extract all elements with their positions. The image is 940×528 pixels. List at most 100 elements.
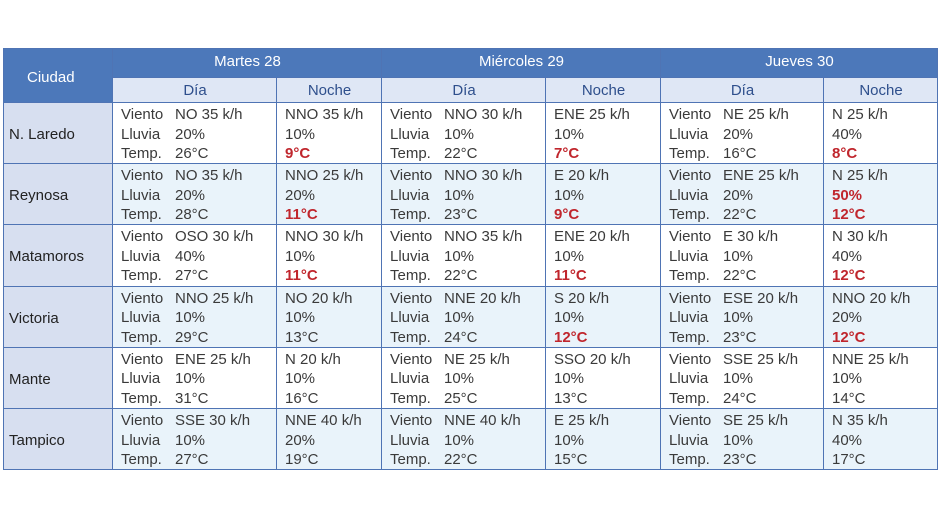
- sub-label: Día: [452, 82, 476, 99]
- field-value: 10%: [285, 370, 316, 388]
- field-value: 10%: [444, 431, 475, 449]
- field-value: OSO 30 k/h: [175, 228, 254, 246]
- day-header: [661, 48, 938, 78]
- forecast-cell: [546, 347, 661, 409]
- forecast-cell: [277, 286, 382, 348]
- field-label: Temp.: [390, 389, 431, 407]
- field-label: Viento: [669, 106, 712, 123]
- field-value: 10%: [723, 431, 754, 449]
- forecast-cell: [277, 225, 382, 287]
- forecast-cell: [382, 164, 546, 226]
- field-value: 31°C: [175, 389, 209, 407]
- field-label: Lluvia: [121, 431, 161, 449]
- field-value: SSE 30 k/h: [175, 412, 251, 429]
- field-value: 16°C: [723, 145, 757, 162]
- field-value: 10%: [285, 125, 316, 143]
- field-value: 22°C: [444, 451, 478, 468]
- forecast-cell: [824, 164, 938, 226]
- field-value: 20%: [175, 186, 206, 204]
- field-value: 9°C: [285, 145, 311, 162]
- forecast-cell: [277, 347, 382, 409]
- field-label: Lluvia: [669, 309, 709, 327]
- field-value: 13°C: [285, 328, 319, 346]
- field-value: 15°C: [554, 451, 588, 468]
- field-label: Temp.: [669, 145, 710, 162]
- field-value: 10%: [723, 370, 754, 388]
- field-value: 10%: [554, 186, 585, 204]
- field-value: ESE 20 k/h: [723, 289, 799, 307]
- field-value: NNE 40 k/h: [285, 412, 362, 429]
- sub-label: Día: [183, 82, 207, 99]
- field-label: Viento: [121, 228, 164, 246]
- field-value: ENE 20 k/h: [554, 228, 630, 246]
- sub-header: [546, 78, 661, 103]
- field-value: NO 20 k/h: [285, 289, 353, 307]
- forecast-cell: [546, 164, 661, 226]
- field-label: Viento: [669, 350, 712, 368]
- field-value: E 25 k/h: [554, 412, 610, 429]
- forecast-cell: [382, 103, 546, 165]
- field-value: 40%: [832, 431, 863, 449]
- field-value: ENE 25 k/h: [175, 350, 251, 368]
- forecast-cell: [824, 286, 938, 348]
- field-label: Temp.: [669, 267, 710, 285]
- field-label: Lluvia: [121, 125, 161, 143]
- field-value: 20%: [175, 125, 206, 143]
- forecast-cell: [113, 225, 277, 287]
- field-value: N 25 k/h: [832, 167, 888, 185]
- field-value: NNO 30 k/h: [285, 228, 364, 246]
- field-value: 20%: [285, 431, 316, 449]
- field-value: 27°C: [175, 451, 209, 468]
- city-cell: [3, 347, 113, 409]
- forecast-cell: [382, 286, 546, 348]
- field-value: 20%: [723, 125, 754, 143]
- forecast-cell: [661, 103, 824, 165]
- forecast-cell: [382, 347, 546, 409]
- forecast-cell: [546, 225, 661, 287]
- day-name: Miércoles 29: [478, 53, 565, 70]
- sub-header: [661, 78, 824, 103]
- field-value: 10%: [554, 309, 585, 327]
- field-label: Viento: [669, 289, 712, 307]
- field-label: Lluvia: [669, 125, 709, 143]
- city-name: Mante: [9, 370, 51, 388]
- field-label: Lluvia: [669, 186, 709, 204]
- field-value: 12°C: [832, 267, 866, 285]
- field-label: Temp.: [669, 206, 710, 224]
- field-value: ENE 25 k/h: [723, 167, 799, 185]
- field-value: 11°C: [285, 267, 318, 285]
- forecast-cell: [113, 286, 277, 348]
- forecast-cell: [661, 286, 824, 348]
- field-value: 10%: [554, 431, 585, 449]
- field-label: Lluvia: [390, 247, 430, 265]
- field-value: NNE 25 k/h: [832, 350, 909, 368]
- forecast-cell: [113, 347, 277, 409]
- field-value: NNE 20 k/h: [444, 289, 521, 307]
- field-label: Viento: [669, 167, 712, 185]
- field-label: Viento: [390, 289, 433, 307]
- field-value: 22°C: [444, 145, 478, 162]
- field-value: N 25 k/h: [832, 106, 888, 123]
- field-value: NE 25 k/h: [723, 106, 789, 123]
- forecast-cell: [113, 164, 277, 226]
- field-value: 22°C: [723, 267, 757, 285]
- field-value: NNE 40 k/h: [444, 412, 521, 429]
- forecast-cell: [277, 103, 382, 165]
- field-value: NNO 20 k/h: [832, 289, 911, 307]
- field-label: Temp.: [390, 267, 431, 285]
- field-label: Temp.: [390, 206, 431, 224]
- forecast-cell: [661, 164, 824, 226]
- field-value: 8°C: [832, 145, 858, 162]
- field-value: 10%: [285, 247, 316, 265]
- field-label: Viento: [390, 228, 433, 246]
- field-value: 12°C: [832, 206, 866, 224]
- field-value: 10%: [175, 431, 206, 449]
- city-cell: [3, 164, 113, 226]
- field-value: 24°C: [444, 328, 478, 346]
- field-value: 14°C: [832, 389, 866, 407]
- field-value: 17°C: [832, 451, 866, 468]
- field-label: Viento: [121, 167, 164, 185]
- city-cell: [3, 225, 113, 287]
- corner-cell: [3, 48, 113, 103]
- field-value: 16°C: [285, 389, 319, 407]
